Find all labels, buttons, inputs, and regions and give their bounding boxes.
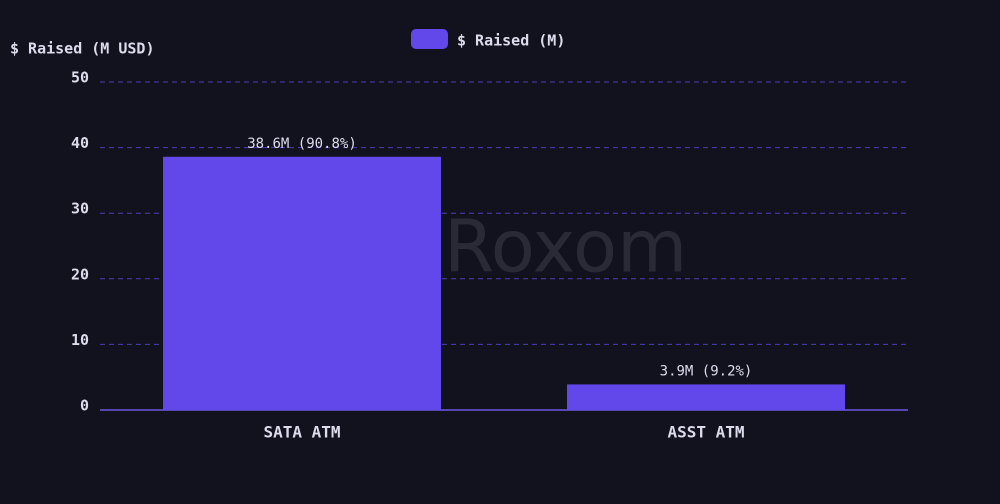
y-tick-label: 0 xyxy=(80,397,89,415)
data-label: 38.6M (90.8%) xyxy=(247,136,357,152)
y-tick-label: 50 xyxy=(71,69,89,87)
x-tick-label: ASST ATM xyxy=(667,423,744,442)
legend-label: $ Raised (M) xyxy=(457,32,565,50)
y-axis-label: $ Raised (M USD) xyxy=(10,40,155,58)
legend-swatch xyxy=(411,29,448,49)
y-tick-label: 20 xyxy=(71,265,89,283)
y-tick-label: 10 xyxy=(71,331,89,349)
bar xyxy=(567,384,845,410)
watermark: Roxom xyxy=(444,205,687,289)
y-tick-label: 30 xyxy=(71,200,89,218)
y-tick-label: 40 xyxy=(71,134,89,152)
bar xyxy=(163,156,441,410)
x-tick-label: SATA ATM xyxy=(263,423,340,442)
data-label: 3.9M (9.2%) xyxy=(660,363,753,379)
